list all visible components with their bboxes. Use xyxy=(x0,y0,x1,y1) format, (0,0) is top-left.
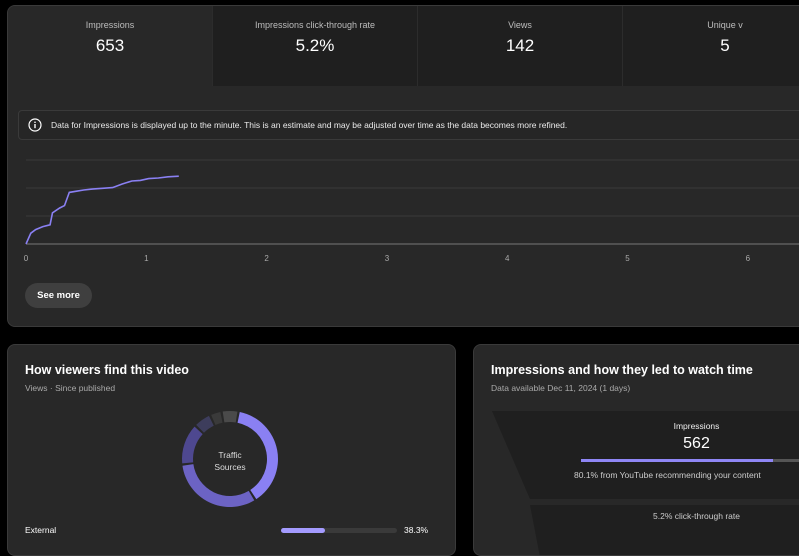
source-row-bar xyxy=(281,528,397,533)
x-tick-label: 1 xyxy=(144,254,149,263)
donut-segment[interactable] xyxy=(196,415,214,433)
donut-label-line-1: Traffic xyxy=(218,450,242,460)
card-subtitle: Data available Dec 11, 2024 (1 days) xyxy=(491,383,631,393)
metric-label: Impressions click-through rate xyxy=(254,20,376,30)
donut-label-line-2: Sources xyxy=(214,462,246,472)
metric-label: Views xyxy=(508,20,532,30)
donut-center-label: Traffic Sources xyxy=(204,449,256,473)
x-tick-label: 5 xyxy=(625,254,630,263)
donut-segment[interactable] xyxy=(211,411,223,425)
x-tick-label: 3 xyxy=(385,254,390,263)
traffic-donut[interactable] xyxy=(178,407,282,511)
source-row-percent: 38.3% xyxy=(404,525,429,535)
x-tick-label: 0 xyxy=(24,254,29,263)
donut-segment[interactable] xyxy=(182,464,255,507)
tab-impressions[interactable]: Impressions 653 xyxy=(8,6,213,86)
metric-label: Unique v xyxy=(707,20,743,30)
source-row-label: External xyxy=(25,525,57,535)
tab-unique-viewers[interactable]: Unique v 5 xyxy=(623,6,799,86)
funnel-bar xyxy=(581,459,799,462)
source-row-bar-fill xyxy=(281,528,326,533)
donut-segment[interactable] xyxy=(182,426,203,464)
funnel-ctr: 5.2% click-through rate xyxy=(653,511,740,521)
metric-label: Impressions xyxy=(85,20,135,30)
donut-segment[interactable] xyxy=(222,411,238,423)
x-tick-label: 4 xyxy=(505,254,510,263)
see-more-button[interactable]: See more xyxy=(25,283,92,308)
info-banner: Data for Impressions is displayed up to … xyxy=(18,110,799,140)
metric-tabs: Impressions 653 Impressions click-throug… xyxy=(8,6,799,86)
funnel-note: 80.1% from YouTube recommending your con… xyxy=(574,470,761,480)
info-icon xyxy=(28,118,42,132)
metric-value: 5 xyxy=(720,36,730,55)
impressions-line[interactable] xyxy=(25,175,179,245)
impressions-funnel-card: Impressions and how they led to watch ti… xyxy=(473,344,799,556)
metric-value: 5.2% xyxy=(295,36,335,55)
traffic-sources-card: How viewers find this video Views · Sinc… xyxy=(7,344,456,556)
metric-value: 653 xyxy=(95,36,125,55)
card-title: How viewers find this video xyxy=(25,363,189,377)
x-tick-label: 6 xyxy=(746,254,751,263)
tab-impressions-ctr[interactable]: Impressions click-through rate 5.2% xyxy=(213,6,418,86)
funnel-impressions-value: 562 xyxy=(683,435,710,452)
impressions-chart: 0 1 2 3 4 5 6 xyxy=(24,159,799,263)
funnel-impressions-label: Impressions xyxy=(673,421,720,431)
info-banner-text: Data for Impressions is displayed up to … xyxy=(51,120,568,130)
x-tick-label: 2 xyxy=(264,254,269,263)
metric-value: 142 xyxy=(505,36,535,55)
overview-card: Impressions 653 Impressions click-throug… xyxy=(7,5,799,327)
tab-views[interactable]: Views 142 xyxy=(418,6,623,86)
donut-segment[interactable] xyxy=(237,412,278,500)
card-title: Impressions and how they led to watch ti… xyxy=(491,363,753,377)
card-subtitle: Views · Since published xyxy=(25,383,116,393)
funnel-bar-fill xyxy=(581,459,774,462)
